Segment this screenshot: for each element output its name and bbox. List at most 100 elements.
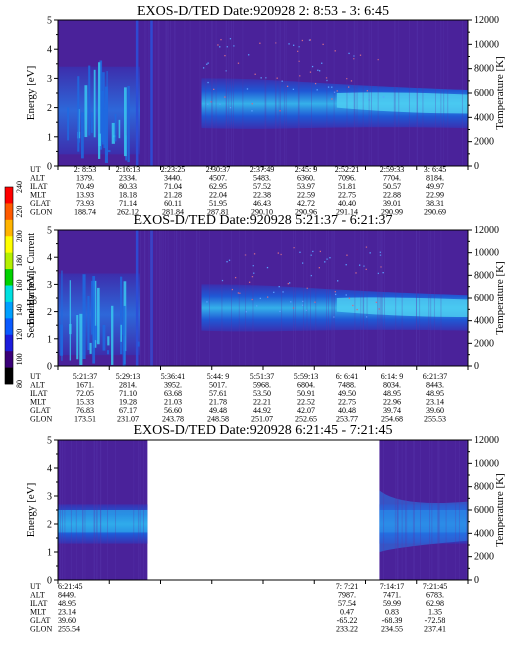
texture-streak — [356, 20, 358, 166]
texture-streak — [366, 230, 368, 366]
y-right-tick-label: 6000 — [474, 88, 494, 99]
table-cell: 22.21 — [253, 398, 271, 407]
table-cell: 5017. — [209, 381, 227, 390]
scatter-dot — [292, 307, 295, 309]
turbulent-streak — [113, 135, 116, 138]
texture-streak — [384, 230, 385, 366]
table-cell: 21.28 — [164, 191, 182, 200]
scatter-dot — [346, 254, 348, 256]
texture-streak — [414, 440, 415, 580]
scatter-dot — [217, 44, 219, 46]
turbulent-streak — [107, 336, 110, 346]
table-cell: 50.57 — [383, 182, 401, 191]
table-cell: 15.33 — [76, 398, 94, 407]
texture-streak — [422, 20, 424, 166]
scatter-dot — [298, 60, 300, 62]
scatter-dot — [237, 292, 240, 294]
table-cell: 39.60 — [58, 616, 76, 625]
table-cell: 0.83 — [385, 608, 399, 617]
texture-streak — [281, 230, 283, 366]
texture-streak — [230, 20, 232, 166]
scatter-dot — [365, 316, 368, 318]
scatter-dot — [207, 62, 209, 64]
scatter-dot — [301, 304, 304, 306]
texture-streak — [395, 230, 397, 366]
table-row-label: GLAT — [30, 199, 51, 208]
turbulent-streak — [84, 85, 88, 138]
energy-band-core — [58, 510, 148, 533]
table-cell: 22.59 — [297, 191, 315, 200]
texture-streak — [377, 230, 378, 366]
spike-line — [135, 20, 139, 166]
texture-streak — [447, 20, 449, 166]
table-cell: 173.51 — [74, 415, 96, 424]
table-row-label: MLT — [30, 398, 46, 407]
y-right-tick-label: 10000 — [474, 39, 499, 50]
scatter-dot — [382, 272, 384, 274]
spike-line — [135, 230, 139, 366]
y-tick-label: 1 — [47, 548, 52, 559]
y-tick-label: 0 — [47, 162, 52, 173]
y-right-tick-label: 12000 — [474, 15, 499, 26]
texture-streak — [445, 440, 447, 580]
scatter-dot — [290, 301, 292, 303]
y-axis-label: Energy [eV] — [25, 483, 37, 537]
table-cell: 8443. — [426, 381, 444, 390]
scatter-dot — [292, 88, 295, 90]
y-tick-label: 4 — [47, 464, 52, 475]
texture-streak — [354, 230, 356, 366]
texture-streak — [84, 440, 86, 580]
texture-streak — [333, 20, 335, 166]
texture-streak — [408, 20, 410, 166]
texture-streak — [184, 20, 186, 166]
colorbar-segment — [5, 351, 13, 368]
turbulent-streak — [122, 305, 126, 366]
turbulent-streak — [98, 133, 101, 147]
table-cell: 6804. — [297, 381, 315, 390]
chart-title: EXOS-D/TED Date:920928 2: 8:53 - 3: 6:45 — [137, 4, 389, 19]
turbulent-streak — [67, 107, 70, 141]
colorbar: 80 100 120 140 160 180 200 220 240 Second Harmoni… — [4, 181, 37, 388]
table-cell: 21.78 — [209, 398, 227, 407]
scatter-dot — [309, 71, 312, 73]
table-cell: 51.81 — [338, 182, 356, 191]
table-cell: 5:59:13 — [294, 372, 318, 381]
texture-streak — [232, 20, 234, 166]
texture-streak — [215, 20, 217, 166]
texture-streak — [159, 230, 161, 366]
turbulent-streak — [87, 295, 90, 351]
y-right-axis-label: Temperature [K] — [494, 473, 505, 546]
table-cell: 2:59:33 — [380, 165, 404, 174]
texture-streak — [397, 440, 399, 580]
texture-streak — [285, 20, 287, 166]
table-cell: 6:14: 9 — [381, 372, 403, 381]
colorbar-segment — [5, 301, 13, 319]
scatter-dot — [278, 285, 280, 288]
scatter-dot — [253, 272, 255, 274]
scatter-dot — [282, 291, 284, 293]
turbulent-streak — [92, 276, 96, 364]
texture-streak — [415, 230, 417, 366]
texture-streak — [265, 20, 267, 166]
scatter-dot — [363, 265, 365, 267]
table-row-label: ILAT — [30, 599, 47, 608]
scatter-dot — [293, 247, 295, 249]
turbulent-streak — [127, 85, 130, 163]
texture-streak — [221, 230, 223, 366]
scatter-dot — [348, 52, 350, 55]
texture-streak — [70, 440, 72, 580]
table-cell: 71.04 — [164, 182, 182, 191]
table-cell: 8184. — [426, 174, 444, 183]
texture-streak — [115, 440, 116, 580]
scatter-dot — [337, 280, 339, 282]
texture-streak — [166, 20, 168, 166]
table-row-label: UT — [30, 165, 41, 174]
texture-streak — [137, 440, 139, 580]
scatter-dot — [219, 103, 221, 105]
texture-streak — [161, 230, 163, 366]
texture-streak — [139, 440, 141, 580]
texture-streak — [377, 20, 379, 166]
texture-streak — [252, 230, 254, 366]
colorbar-tick-label: 160 — [15, 280, 24, 292]
